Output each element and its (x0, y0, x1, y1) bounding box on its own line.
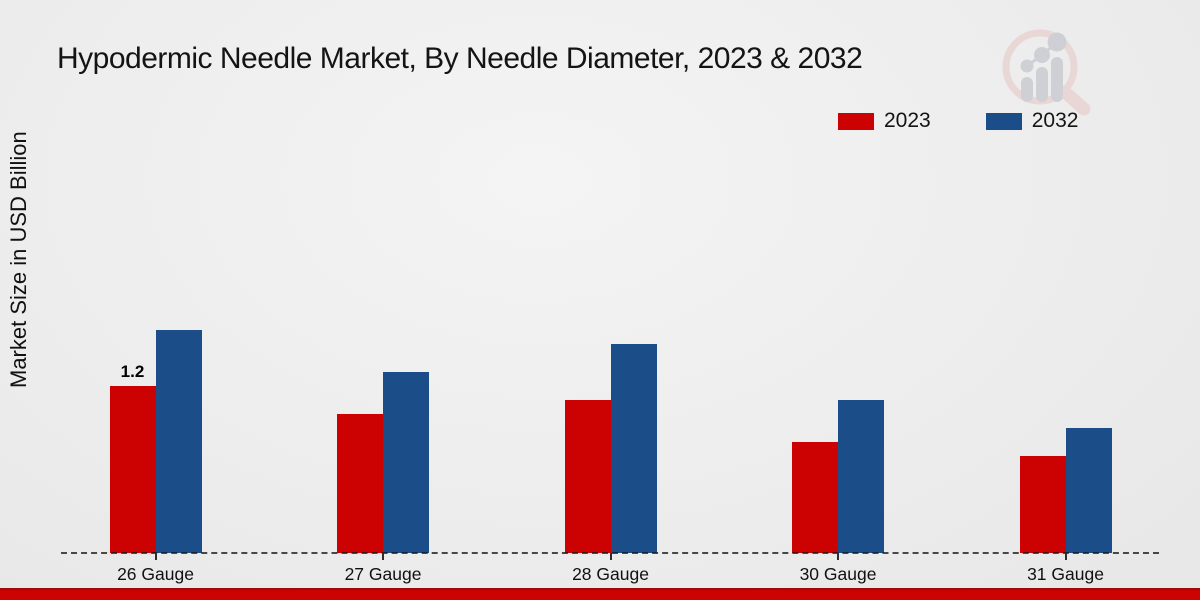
x-axis-tick-31-gauge (1064, 553, 1067, 560)
y-axis-label: Market Size in USD Billion (6, 131, 31, 389)
x-axis-tick-26-gauge (154, 553, 157, 560)
category-label-31-gauge: 31 Gauge (1027, 564, 1104, 584)
market-research-magnifier-chart-logo (1002, 29, 1091, 116)
category-label-28-gauge: 28 Gauge (572, 564, 649, 584)
category-label-27-gauge: 27 Gauge (344, 564, 422, 584)
bar-2032-28-gauge (610, 344, 657, 553)
category-label-26-gauge: 26 Gauge (117, 564, 194, 584)
bar-2032-26-gauge (155, 330, 202, 553)
legend-swatch-2023 (838, 112, 874, 130)
bar-2023-30-gauge (792, 442, 838, 553)
bar-2023-26-gauge (109, 386, 156, 553)
bar-2032-30-gauge (838, 400, 884, 553)
data-label-2023-26-gauge: 1.2 (120, 362, 145, 381)
plot-area: 26 Gauge 27 Gauge 28 Gauge 30 Gauge 31 Gauge… (61, 100, 1159, 584)
x-axis-tick-30-gauge (837, 553, 839, 560)
category-label-30-gauge: 30 Gauge (799, 564, 877, 584)
page-title: Hypodermic Needle Market, By Needle Diam… (57, 42, 863, 75)
x-axis-tick-28-gauge (609, 553, 612, 560)
bar-2023-28-gauge (564, 400, 611, 553)
legend-label-2023: 2023 (884, 109, 931, 132)
legend-label-2032: 2032 (1031, 109, 1079, 132)
bar-2023-31-gauge (1019, 456, 1066, 553)
bar-2032-27-gauge (383, 372, 429, 553)
x-axis-tick-27-gauge (382, 553, 384, 560)
legend-swatch-2032 (985, 112, 1022, 130)
bar-2023-27-gauge (337, 414, 383, 553)
chart-legend: 2023 2032 (838, 109, 1078, 133)
footer-accent-bar (0, 588, 1200, 600)
bar-2032-31-gauge (1065, 428, 1112, 553)
